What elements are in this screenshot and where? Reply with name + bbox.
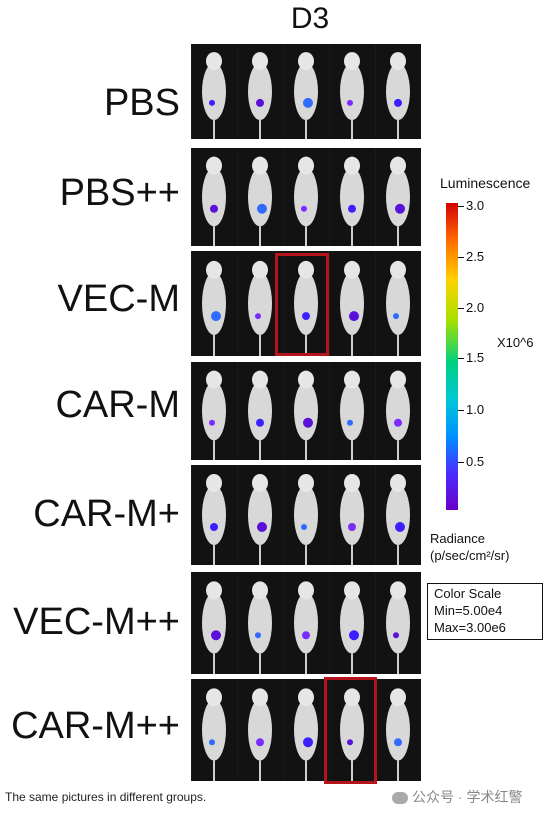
mouse-image bbox=[284, 148, 329, 246]
mouse-image bbox=[330, 251, 375, 356]
watermark: 公众号 · 学术红警 bbox=[392, 787, 522, 807]
figure-caption: The same pictures in different groups. bbox=[5, 790, 207, 804]
highlight-box-car-m-pp bbox=[324, 677, 377, 784]
mouse-image bbox=[192, 251, 237, 356]
mouse-image bbox=[376, 362, 421, 460]
group-label-vec-m: VEC-M bbox=[57, 278, 180, 320]
mouse-image bbox=[284, 572, 329, 674]
mouse-image bbox=[284, 679, 329, 781]
mouse-image bbox=[192, 572, 237, 674]
mouse-image bbox=[238, 362, 283, 460]
tick-label: 1.0 bbox=[466, 402, 485, 417]
mouse-image bbox=[330, 362, 375, 460]
legend-title: Luminescence bbox=[440, 175, 531, 191]
mouse-image bbox=[192, 148, 237, 246]
tick-mark bbox=[458, 462, 464, 463]
mouse-image bbox=[330, 465, 375, 565]
tick-mark bbox=[458, 257, 464, 258]
mouse-image bbox=[330, 44, 375, 139]
image-panel-car-m bbox=[191, 362, 421, 460]
mouse-image bbox=[284, 251, 329, 356]
mouse-image bbox=[238, 679, 283, 781]
mouse-image bbox=[284, 44, 329, 139]
scale-unit: X10^6 bbox=[497, 335, 534, 350]
mouse-image bbox=[238, 572, 283, 674]
radiance-units: (p/sec/cm²/sr) bbox=[430, 548, 510, 563]
mouse-image bbox=[330, 679, 375, 781]
mouse-image bbox=[192, 465, 237, 565]
image-panel-car-m-pp bbox=[191, 679, 421, 781]
color-scale-max: Max=3.00e6 bbox=[434, 620, 506, 635]
mouse-image bbox=[238, 44, 283, 139]
tick-mark bbox=[458, 308, 464, 309]
image-panel-pbs-pp bbox=[191, 148, 421, 246]
image-panel-pbs bbox=[191, 44, 421, 139]
mouse-image bbox=[284, 362, 329, 460]
tick-label: 3.0 bbox=[466, 198, 485, 213]
mouse-image bbox=[284, 465, 329, 565]
color-scale-title: Color Scale bbox=[434, 586, 502, 601]
image-panel-car-m-plus bbox=[191, 465, 421, 565]
mouse-image bbox=[330, 148, 375, 246]
mouse-image bbox=[376, 251, 421, 356]
color-scale-bar bbox=[446, 203, 458, 510]
color-scale-min: Min=5.00e4 bbox=[434, 603, 503, 618]
figure-title: D3 bbox=[290, 2, 330, 35]
tick-label: 2.0 bbox=[466, 300, 485, 315]
group-label-pbs-pp: PBS++ bbox=[59, 172, 180, 214]
watermark-text: 公众号 · 学术红警 bbox=[412, 789, 523, 805]
mouse-image bbox=[192, 362, 237, 460]
wechat-icon bbox=[392, 792, 408, 805]
color-scale-box: Color Scale Min=5.00e4 Max=3.00e6 bbox=[427, 583, 543, 640]
mouse-image bbox=[192, 44, 237, 139]
group-label-car-m-pp: CAR-M++ bbox=[11, 705, 180, 747]
radiance-title: Radiance bbox=[430, 531, 485, 546]
radiance-label: Radiance (p/sec/cm²/sr) bbox=[430, 530, 509, 564]
tick-label: 2.5 bbox=[466, 249, 485, 264]
tick-mark bbox=[458, 410, 464, 411]
group-label-pbs: PBS bbox=[103, 82, 180, 124]
mouse-image bbox=[376, 465, 421, 565]
mouse-image bbox=[376, 572, 421, 674]
mouse-image bbox=[238, 148, 283, 246]
group-label-car-m: CAR-M bbox=[55, 384, 180, 426]
highlight-box-vec-m bbox=[275, 253, 329, 356]
group-label-vec-m-pp: VEC-M++ bbox=[13, 601, 180, 643]
tick-label: 1.5 bbox=[466, 350, 485, 365]
mouse-image bbox=[192, 679, 237, 781]
tick-mark bbox=[458, 206, 464, 207]
mouse-image bbox=[238, 465, 283, 565]
mouse-image bbox=[330, 572, 375, 674]
tick-mark bbox=[458, 358, 464, 359]
mouse-image bbox=[376, 679, 421, 781]
group-label-car-m-plus: CAR-M+ bbox=[33, 493, 180, 535]
tick-label: 0.5 bbox=[466, 454, 485, 469]
mouse-image bbox=[376, 44, 421, 139]
mouse-image bbox=[376, 148, 421, 246]
image-panel-vec-m-pp bbox=[191, 572, 421, 674]
